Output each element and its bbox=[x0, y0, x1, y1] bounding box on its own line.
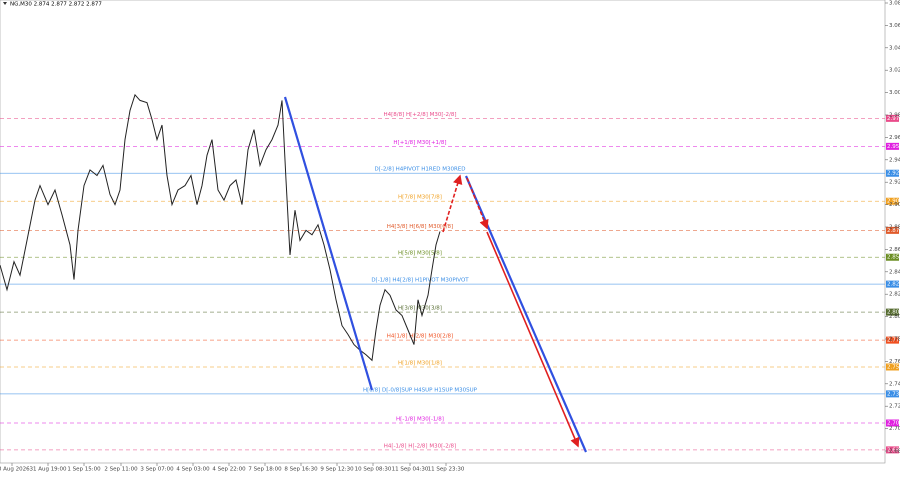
price-tag bbox=[886, 336, 899, 344]
x-tick-label: 31 Aug 19:00 bbox=[29, 467, 67, 473]
price-tag-label: 2.829 bbox=[887, 282, 900, 288]
y-tick-label: 2.800 bbox=[889, 314, 900, 320]
x-tick-label: 2 Sep 11:00 bbox=[104, 467, 138, 473]
price-tag bbox=[886, 363, 899, 371]
x-tick-label: 4 Sep 22:00 bbox=[212, 467, 246, 473]
price-tag-label: 2.977 bbox=[887, 116, 900, 122]
level-label: H[5/8] M30[5/8] bbox=[398, 251, 442, 257]
chart-title: NG,M30 2.874 2.877 2.872 2.877 bbox=[10, 2, 102, 8]
level-label: H4[1/8] H[2/8] M30[2/8] bbox=[387, 334, 453, 340]
x-tick-label: 1 Sep 15:00 bbox=[67, 467, 101, 473]
y-tick-label: 2.700 bbox=[889, 426, 900, 432]
y-tick-label: 2.820 bbox=[889, 292, 900, 298]
level-label: H[1/8] M30[1/8] bbox=[398, 361, 442, 367]
price-tag-label: 2.903 bbox=[887, 199, 900, 205]
y-tick-label: 2.720 bbox=[889, 404, 900, 410]
x-tick-label: 9 Sep 12:30 bbox=[320, 467, 354, 473]
y-tick-label: 3.020 bbox=[889, 68, 900, 74]
level-label: H[7/8] M30[7/8] bbox=[398, 195, 442, 201]
level-label: H[0/8] D[-0/8]SUP H4SUP H1SUP M30SUP bbox=[363, 387, 478, 393]
price-tag-label: 2.804 bbox=[887, 310, 900, 316]
level-label: D[-1/8] H4[2/8] H1PIVOT M30PIVOT bbox=[371, 278, 469, 284]
trend-line bbox=[283, 96, 374, 391]
price-tag-label: 2.928 bbox=[887, 171, 900, 177]
price-tag bbox=[886, 142, 899, 150]
price-tag bbox=[886, 114, 899, 122]
price-tag bbox=[886, 253, 899, 261]
price-tag-label: 2.681 bbox=[887, 447, 900, 453]
price-tag bbox=[886, 419, 899, 427]
x-tick-label: 3 Sep 07:00 bbox=[140, 467, 174, 473]
price-tag-label: 2.877 bbox=[887, 228, 900, 234]
price-tag bbox=[886, 308, 899, 316]
level-label: D[-2/8] H4PIVOT H1RED M30RED bbox=[375, 167, 466, 173]
y-tick-label: 2.960 bbox=[889, 135, 900, 141]
projection-arrow bbox=[466, 177, 489, 230]
price-tag bbox=[886, 280, 899, 288]
level-label: H4[3/8] H[6/8] M30[6/8] bbox=[387, 224, 453, 230]
y-tick-label: 2.760 bbox=[889, 359, 900, 365]
y-tick-label: 2.880 bbox=[889, 225, 900, 231]
price-tag bbox=[886, 390, 899, 398]
price-tag-label: 2.853 bbox=[887, 255, 900, 261]
y-tick-label: 2.840 bbox=[889, 269, 900, 275]
price-tag bbox=[886, 226, 899, 234]
y-tick-label: 2.780 bbox=[889, 337, 900, 343]
x-tick-label: 8 Sep 16:30 bbox=[284, 467, 318, 473]
projection-arrow bbox=[442, 174, 463, 233]
y-tick-label: 3.040 bbox=[889, 45, 900, 51]
title-icon bbox=[3, 2, 7, 5]
x-tick-label: 7 Sep 18:00 bbox=[248, 467, 282, 473]
y-tick-label: 2.680 bbox=[889, 449, 900, 455]
y-tick-label: 3.080 bbox=[889, 1, 900, 7]
x-tick-label: 10 Sep 08:30 bbox=[355, 467, 392, 473]
x-tick-label: 11 Sep 23:30 bbox=[428, 467, 465, 473]
price-tag bbox=[886, 169, 899, 177]
y-tick-label: 3.060 bbox=[889, 23, 900, 29]
x-tick-label: 11 Sep 04:30 bbox=[392, 467, 429, 473]
price-tag-label: 2.731 bbox=[887, 391, 900, 397]
price-tag-label: 2.755 bbox=[887, 365, 900, 371]
level-label: H4[-1/8] H[-2/8] M30[-2/8] bbox=[384, 443, 456, 449]
y-tick-label: 2.740 bbox=[889, 381, 900, 387]
y-tick-label: 2.980 bbox=[889, 113, 900, 119]
y-tick-label: 2.860 bbox=[889, 247, 900, 253]
y-tick-label: 3.000 bbox=[889, 90, 900, 96]
x-tick-label: 4 Sep 03:00 bbox=[176, 467, 210, 473]
level-label: H[+1/8] M30[+1/8] bbox=[393, 140, 446, 146]
price-tag-label: 2.779 bbox=[887, 338, 900, 344]
level-label: H4[8/8] H[+2/8] M30[-2/8] bbox=[383, 112, 456, 118]
x-tick-label: 28 Aug 2026 bbox=[0, 467, 30, 473]
levels: H4[8/8] H[+2/8] M30[-2/8] 2.977 H[+1/8] M3… bbox=[0, 112, 900, 454]
y-tick-label: 2.940 bbox=[889, 157, 900, 163]
price-tag-label: 2.952 bbox=[887, 144, 900, 150]
projection-arrow bbox=[486, 231, 580, 448]
y-tick-label: 2.900 bbox=[889, 202, 900, 208]
y-tick-label: 2.920 bbox=[889, 180, 900, 186]
price-layer bbox=[0, 93, 441, 362]
price-tag bbox=[886, 197, 899, 205]
level-label: H[-1/8] M30[-1/8] bbox=[396, 417, 444, 423]
price-tag bbox=[886, 446, 899, 454]
price-tag-label: 2.705 bbox=[887, 421, 900, 427]
price-line bbox=[0, 93, 441, 362]
